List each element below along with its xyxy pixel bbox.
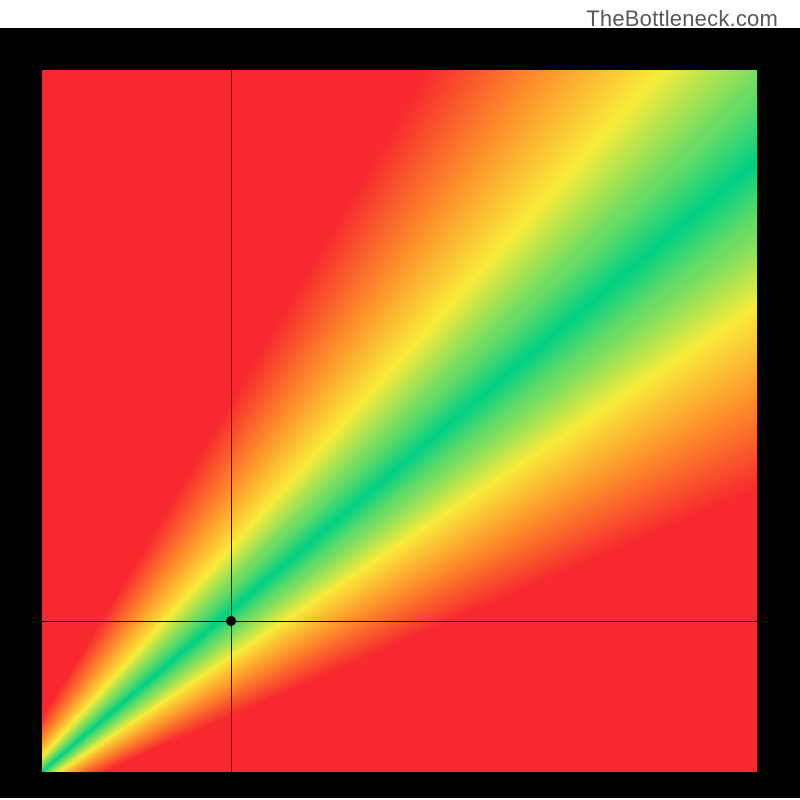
- figure-root: TheBottleneck.com: [0, 0, 800, 800]
- heatmap-canvas: [42, 70, 757, 772]
- heatmap-plot: [42, 70, 757, 772]
